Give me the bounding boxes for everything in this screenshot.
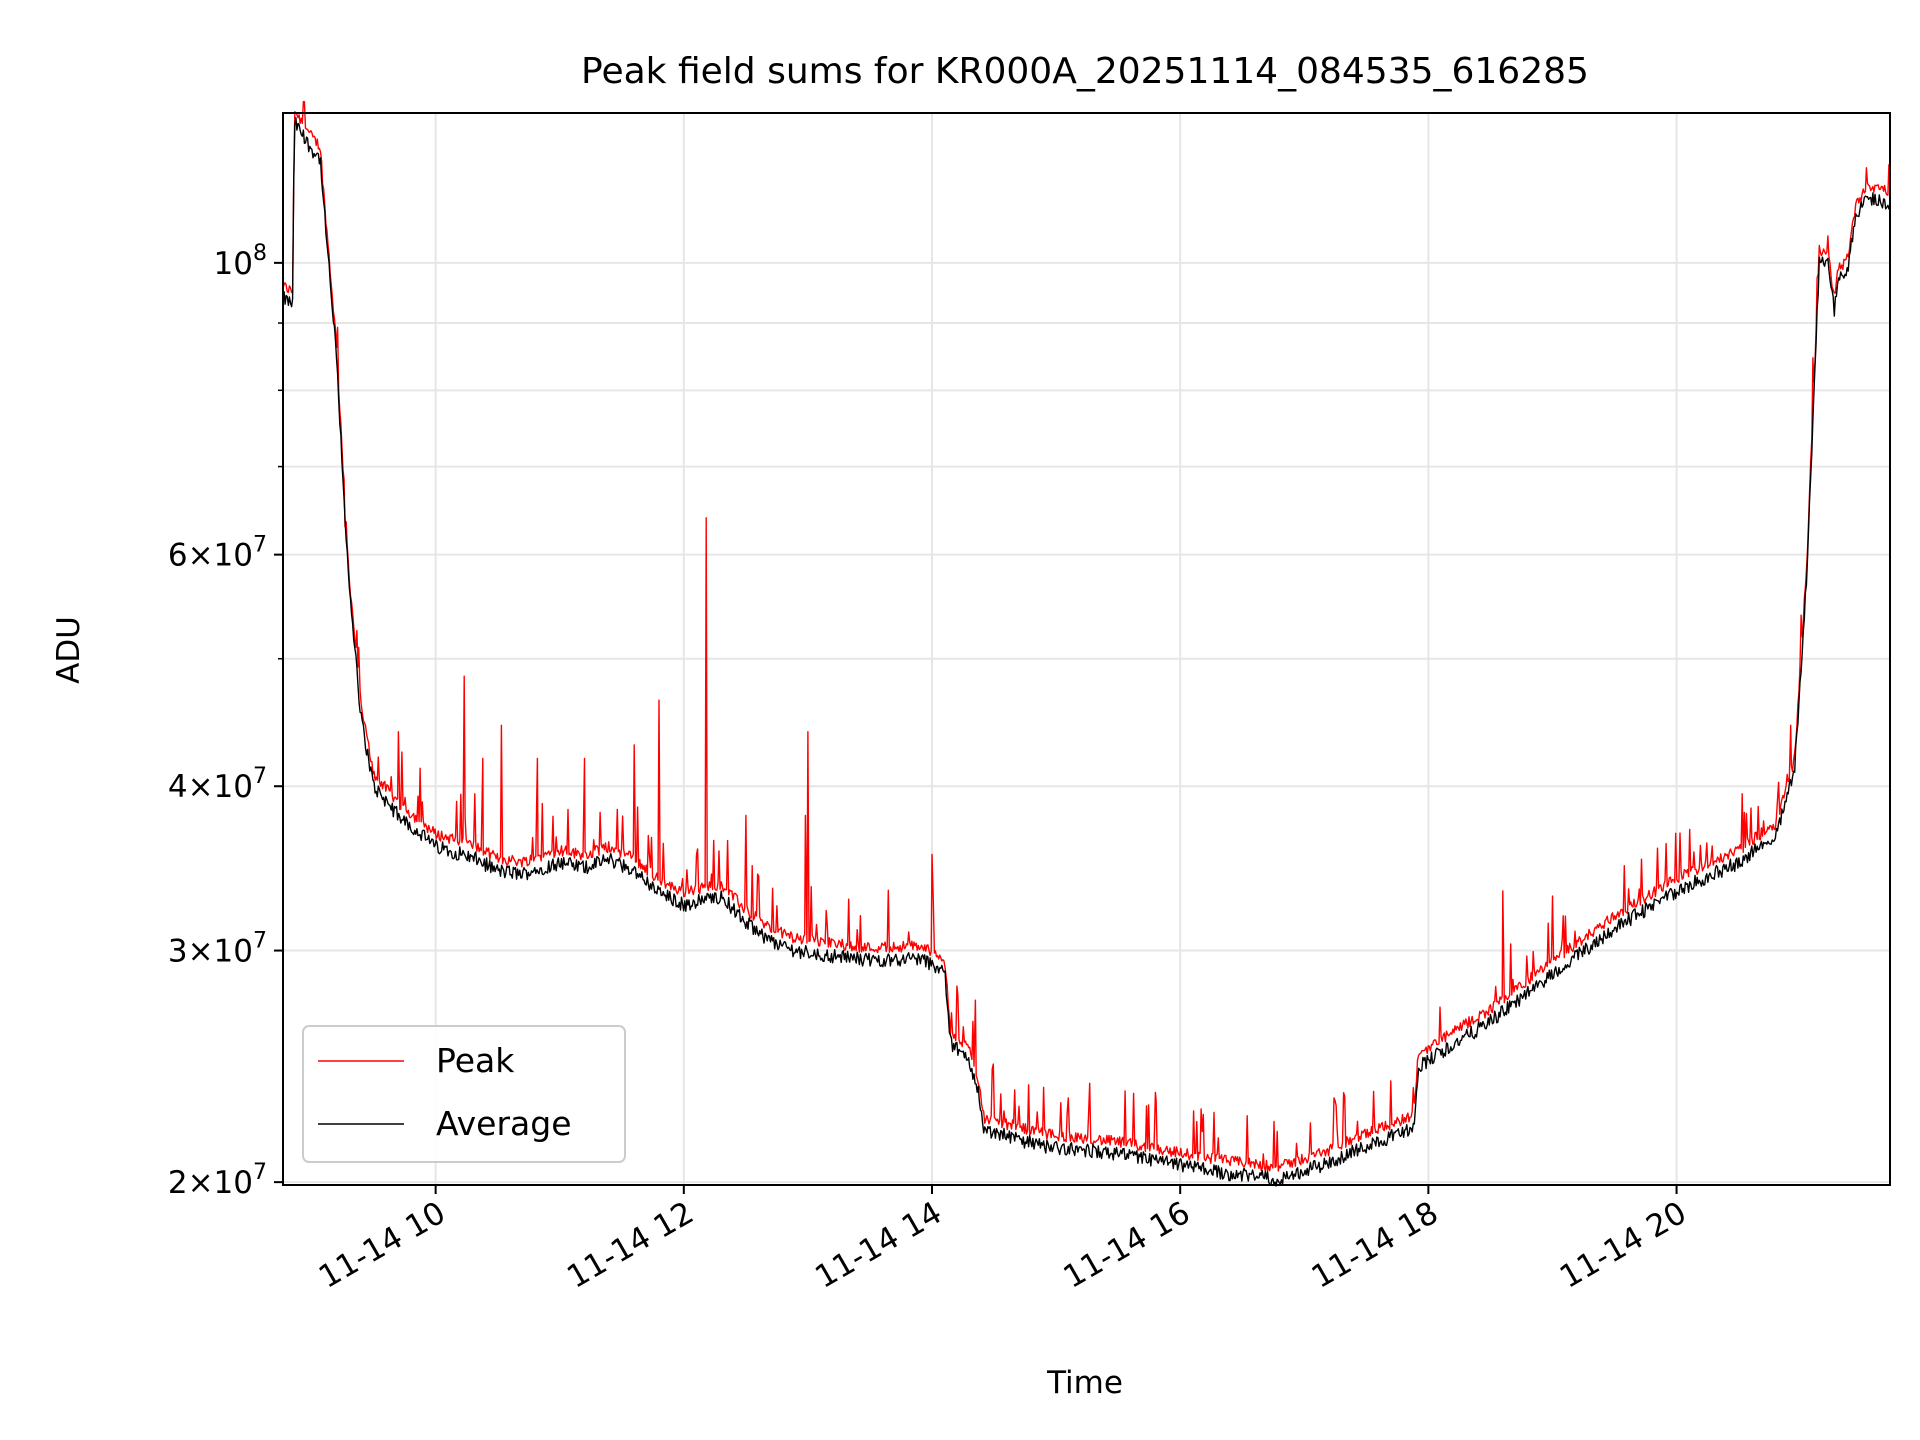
y-tick-label: 4×107 [168, 764, 267, 805]
y-tick-label: 2×107 [168, 1160, 267, 1201]
y-tick-label: 3×107 [168, 929, 267, 970]
legend-average-label: Average [436, 1104, 572, 1143]
legend: Peak Average [302, 1025, 626, 1163]
legend-box [302, 1025, 626, 1163]
y-axis-label: ADU [51, 616, 87, 684]
plot-area [282, 100, 1891, 1187]
y-tick-label: 108 [214, 241, 267, 282]
average-series-line [282, 117, 1891, 1187]
y-tick-label: 6×107 [168, 533, 267, 574]
axes-frame [282, 112, 1891, 1186]
grid [283, 113, 1890, 1185]
y-axis: 2×107 3×107 4×107 6×107 108 [168, 241, 283, 1201]
x-axis-label: Time [1046, 1365, 1123, 1401]
legend-peak-label: Peak [436, 1041, 515, 1080]
chart-title: Peak field sums for KR000A_20251114_0845… [581, 51, 1589, 92]
peak-series-line [282, 100, 1891, 1172]
